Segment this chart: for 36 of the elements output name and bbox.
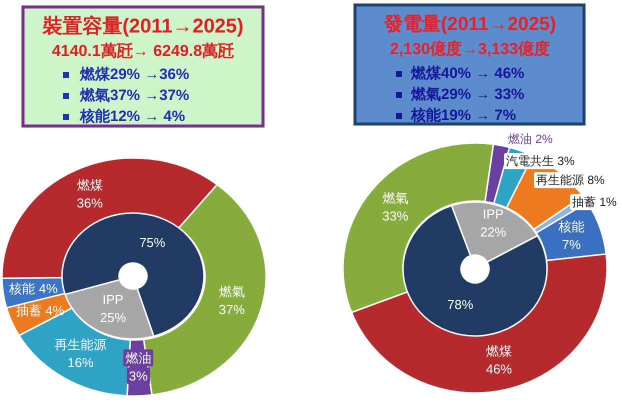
slice-label: 燃煤: [486, 344, 512, 359]
data-label: 7%: [562, 237, 582, 252]
slice-label: 燃油 2%: [508, 132, 554, 146]
slice-label: 燃煤: [76, 178, 103, 193]
data-label: 25%: [100, 310, 126, 325]
text: 燃氣29% → 33%: [410, 86, 524, 103]
text: 燃煤29% →36%: [79, 66, 190, 83]
slice-label: IPP: [482, 206, 504, 222]
slice-label: 燃氣: [218, 284, 245, 299]
data-label: 46%: [486, 362, 512, 377]
data-label: 3%: [128, 368, 148, 384]
slice-label: 燃油: [125, 350, 152, 366]
data-label: 22%: [480, 224, 507, 240]
slice-label: 燃氣: [382, 190, 408, 206]
data-label: 37%: [218, 302, 246, 317]
text: 裝置容量(2011→2025): [41, 14, 244, 38]
slice-label: 汽電共生 3%: [506, 154, 576, 168]
text: 發電量(2011→2025): [382, 14, 556, 36]
text: 2,130億度→3,133億度: [390, 39, 550, 58]
slice-label: 再生能源: [54, 336, 107, 352]
data-label: 78%: [447, 296, 474, 312]
text: 燃煤40% → 46%: [410, 64, 524, 82]
text: 燃氣37% →37%: [79, 86, 190, 104]
data-label: 33%: [382, 208, 409, 224]
slice-label: 抽蓄 1%: [572, 195, 618, 210]
data-label: 36%: [76, 196, 104, 211]
slice-label: 抽蓄 4%: [16, 302, 65, 318]
data-label: 75%: [139, 235, 166, 250]
text: 核能19% → 7%: [410, 106, 516, 124]
data-label: 16%: [68, 354, 94, 370]
text: 核能12% → 4%: [79, 108, 186, 125]
slice-label: 再生能源 8%: [536, 173, 606, 188]
slice-label: IPP: [102, 292, 124, 307]
text: 4140.1萬瓩→ 6249.8萬瓩: [52, 42, 234, 60]
slice-label: 核能 4%: [8, 280, 58, 296]
slice-label: 核能: [557, 219, 584, 234]
